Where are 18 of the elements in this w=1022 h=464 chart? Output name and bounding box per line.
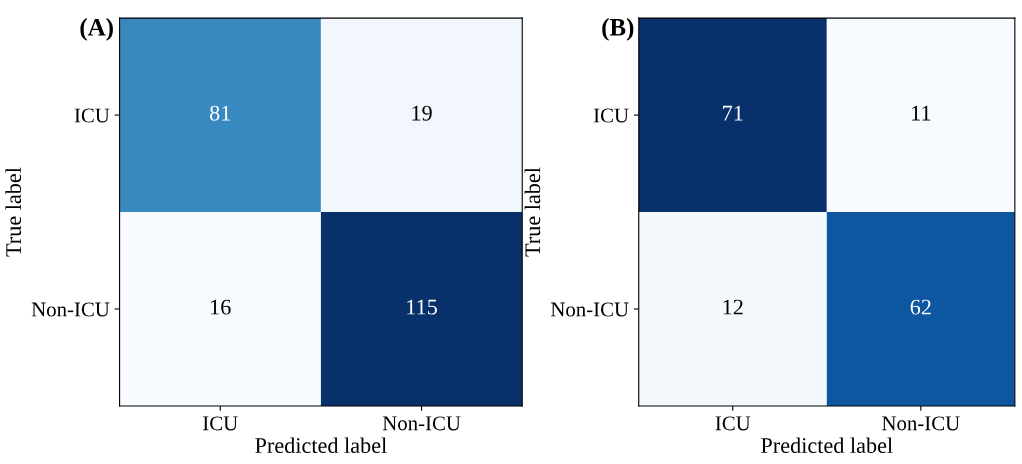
x-axis-title: Predicted label xyxy=(255,437,387,454)
x-tick-label: Non-ICU xyxy=(382,416,461,431)
x-tick-label: ICU xyxy=(715,416,751,431)
data-label: 16 xyxy=(211,299,231,315)
data-label: 62 xyxy=(910,299,931,315)
data-label: 71 xyxy=(723,105,743,121)
data-label: 81 xyxy=(209,105,231,121)
y-axis-title: True label xyxy=(5,167,22,257)
data-label: 19 xyxy=(412,105,432,121)
data-label: 115 xyxy=(407,299,437,315)
y-axis-title: True label xyxy=(524,167,541,257)
x-tick-label: ICU xyxy=(203,416,238,431)
data-label: 12 xyxy=(723,299,743,315)
data-label: 11 xyxy=(912,105,931,121)
x-axis-title: Predicted label xyxy=(761,437,893,454)
chart-title: (B) xyxy=(602,18,634,41)
x-tick-label: Non-ICU xyxy=(882,416,960,431)
chart-title: (A) xyxy=(80,18,113,41)
